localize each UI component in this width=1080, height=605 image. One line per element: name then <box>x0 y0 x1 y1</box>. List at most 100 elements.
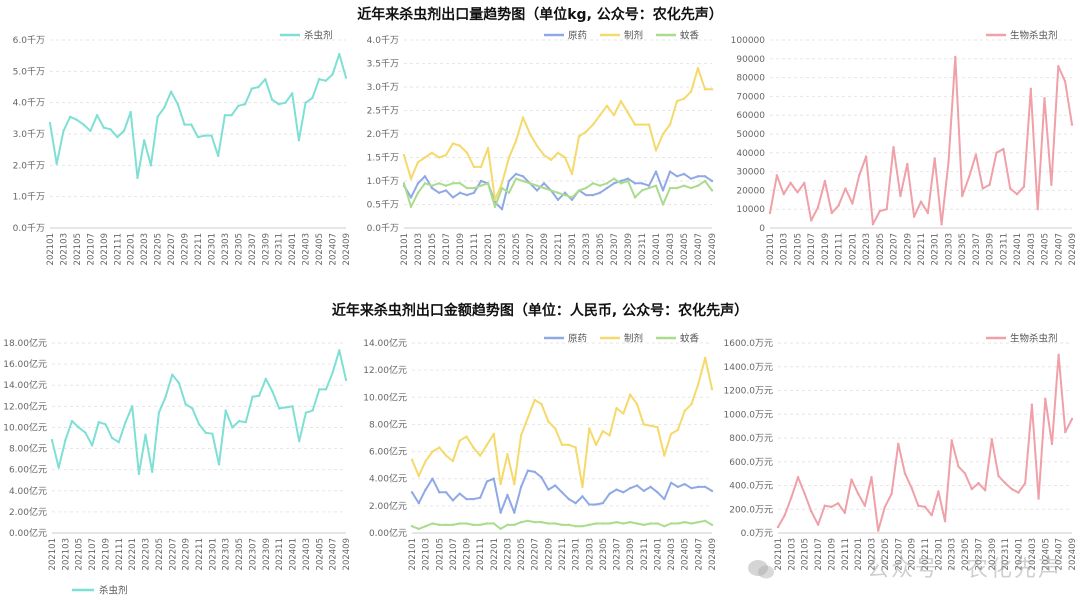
data-point <box>584 186 588 190</box>
data-point <box>338 349 341 352</box>
data-point <box>271 390 274 393</box>
watermark-text: 公众号 · 农化先声 <box>867 557 1062 582</box>
data-point <box>431 450 434 453</box>
data-point <box>567 443 571 446</box>
y-tick-label: 1.0千万 <box>13 192 45 203</box>
wechat-icon <box>747 559 775 581</box>
x-tick-label: 202111 <box>476 538 486 570</box>
data-point <box>983 489 987 492</box>
x-tick-label: 202211 <box>554 233 564 265</box>
data-point <box>465 186 469 190</box>
x-tick-label: 202111 <box>835 233 845 265</box>
x-tick-label: 202103 <box>61 538 71 570</box>
x-tick-label: 202107 <box>449 538 459 570</box>
data-point <box>184 403 187 406</box>
data-point <box>478 496 482 499</box>
x-tick-label: 202407 <box>329 538 339 570</box>
data-point <box>689 177 693 180</box>
x-tick-label: 202203 <box>140 233 150 265</box>
data-point <box>540 520 543 524</box>
data-point <box>981 187 984 190</box>
x-tick-label: 202111 <box>470 233 480 265</box>
y-tick-label: 12.00亿元 <box>363 364 407 376</box>
data-point <box>601 430 605 433</box>
data-point <box>472 186 476 190</box>
data-point <box>567 523 571 527</box>
data-point <box>584 130 588 133</box>
data-point <box>409 177 413 180</box>
data-point <box>506 523 509 527</box>
y-tick-label: 50000 <box>736 130 765 140</box>
data-point <box>581 525 584 528</box>
x-tick-label: 202403 <box>302 233 312 265</box>
x-tick-label: 202205 <box>154 233 164 265</box>
data-point <box>542 182 546 185</box>
y-tick-label: 0 <box>759 224 765 234</box>
y-tick-label: 70000 <box>736 92 765 102</box>
data-point <box>70 419 74 423</box>
data-point <box>635 402 639 406</box>
data-point <box>689 186 693 190</box>
data-point <box>690 487 693 490</box>
x-tick-label: 202211 <box>917 233 927 265</box>
y-tick-label: 6.00亿元 <box>9 464 47 476</box>
data-point <box>669 432 673 436</box>
data-point <box>444 184 448 187</box>
data-point <box>588 523 591 527</box>
data-point <box>55 162 58 165</box>
y-tick-label: 1200.0万元 <box>724 387 774 397</box>
data-point <box>237 419 241 423</box>
data-point <box>697 382 700 385</box>
x-tick-label: 202403 <box>1027 233 1037 265</box>
data-point <box>499 482 502 486</box>
data-point <box>553 427 557 430</box>
volume-total-chart: 0.0千万 1.0千万 2.0千万 3.0千万 4.0千万 5.0千万 6.0千万 20210… <box>13 30 352 266</box>
data-point <box>598 114 602 117</box>
data-point <box>810 510 813 513</box>
data-point <box>710 88 714 91</box>
data-point <box>472 191 476 194</box>
x-tick-label: 202101 <box>48 538 58 570</box>
data-point <box>437 182 441 185</box>
x-tick-label: 202305 <box>596 233 606 265</box>
x-tick-label: 202107 <box>88 538 98 570</box>
data-point <box>661 189 665 192</box>
x-tick-label: 202109 <box>827 538 837 570</box>
x-tick-label: 202301 <box>207 233 217 265</box>
y-tick-label: 100000 <box>731 36 766 46</box>
y-tick-label: 5.0千万 <box>13 66 45 77</box>
data-point <box>574 501 577 505</box>
data-point <box>277 407 281 410</box>
y-tick-label: 6.00亿元 <box>369 446 407 458</box>
data-point <box>605 186 609 190</box>
data-point <box>304 101 307 104</box>
data-point <box>223 114 227 117</box>
y-tick-label: 200.0万元 <box>729 505 773 515</box>
data-point <box>612 114 616 117</box>
x-tick-label: 202301 <box>208 538 218 570</box>
data-point <box>243 103 247 106</box>
data-point <box>438 523 441 527</box>
data-point <box>499 511 502 514</box>
data-point <box>605 104 609 108</box>
x-tick-label: 202207 <box>526 233 536 265</box>
data-point <box>997 474 1000 478</box>
data-point <box>775 174 779 177</box>
x-tick-label: 202205 <box>512 233 522 265</box>
data-point <box>513 523 516 527</box>
data-point <box>690 402 693 406</box>
data-point <box>1070 417 1074 421</box>
data-point <box>803 492 806 496</box>
data-point <box>224 409 227 412</box>
x-tick-label: 202105 <box>73 233 83 265</box>
data-point <box>917 504 920 507</box>
x-tick-label: 202201 <box>854 538 864 570</box>
data-point <box>465 193 469 197</box>
data-point <box>560 523 564 527</box>
data-point <box>683 520 686 524</box>
data-point <box>124 420 127 424</box>
data-point <box>628 487 632 490</box>
x-tick-label: 202105 <box>435 538 445 570</box>
series-line <box>49 53 347 179</box>
x-tick-label: 202301 <box>931 233 941 265</box>
